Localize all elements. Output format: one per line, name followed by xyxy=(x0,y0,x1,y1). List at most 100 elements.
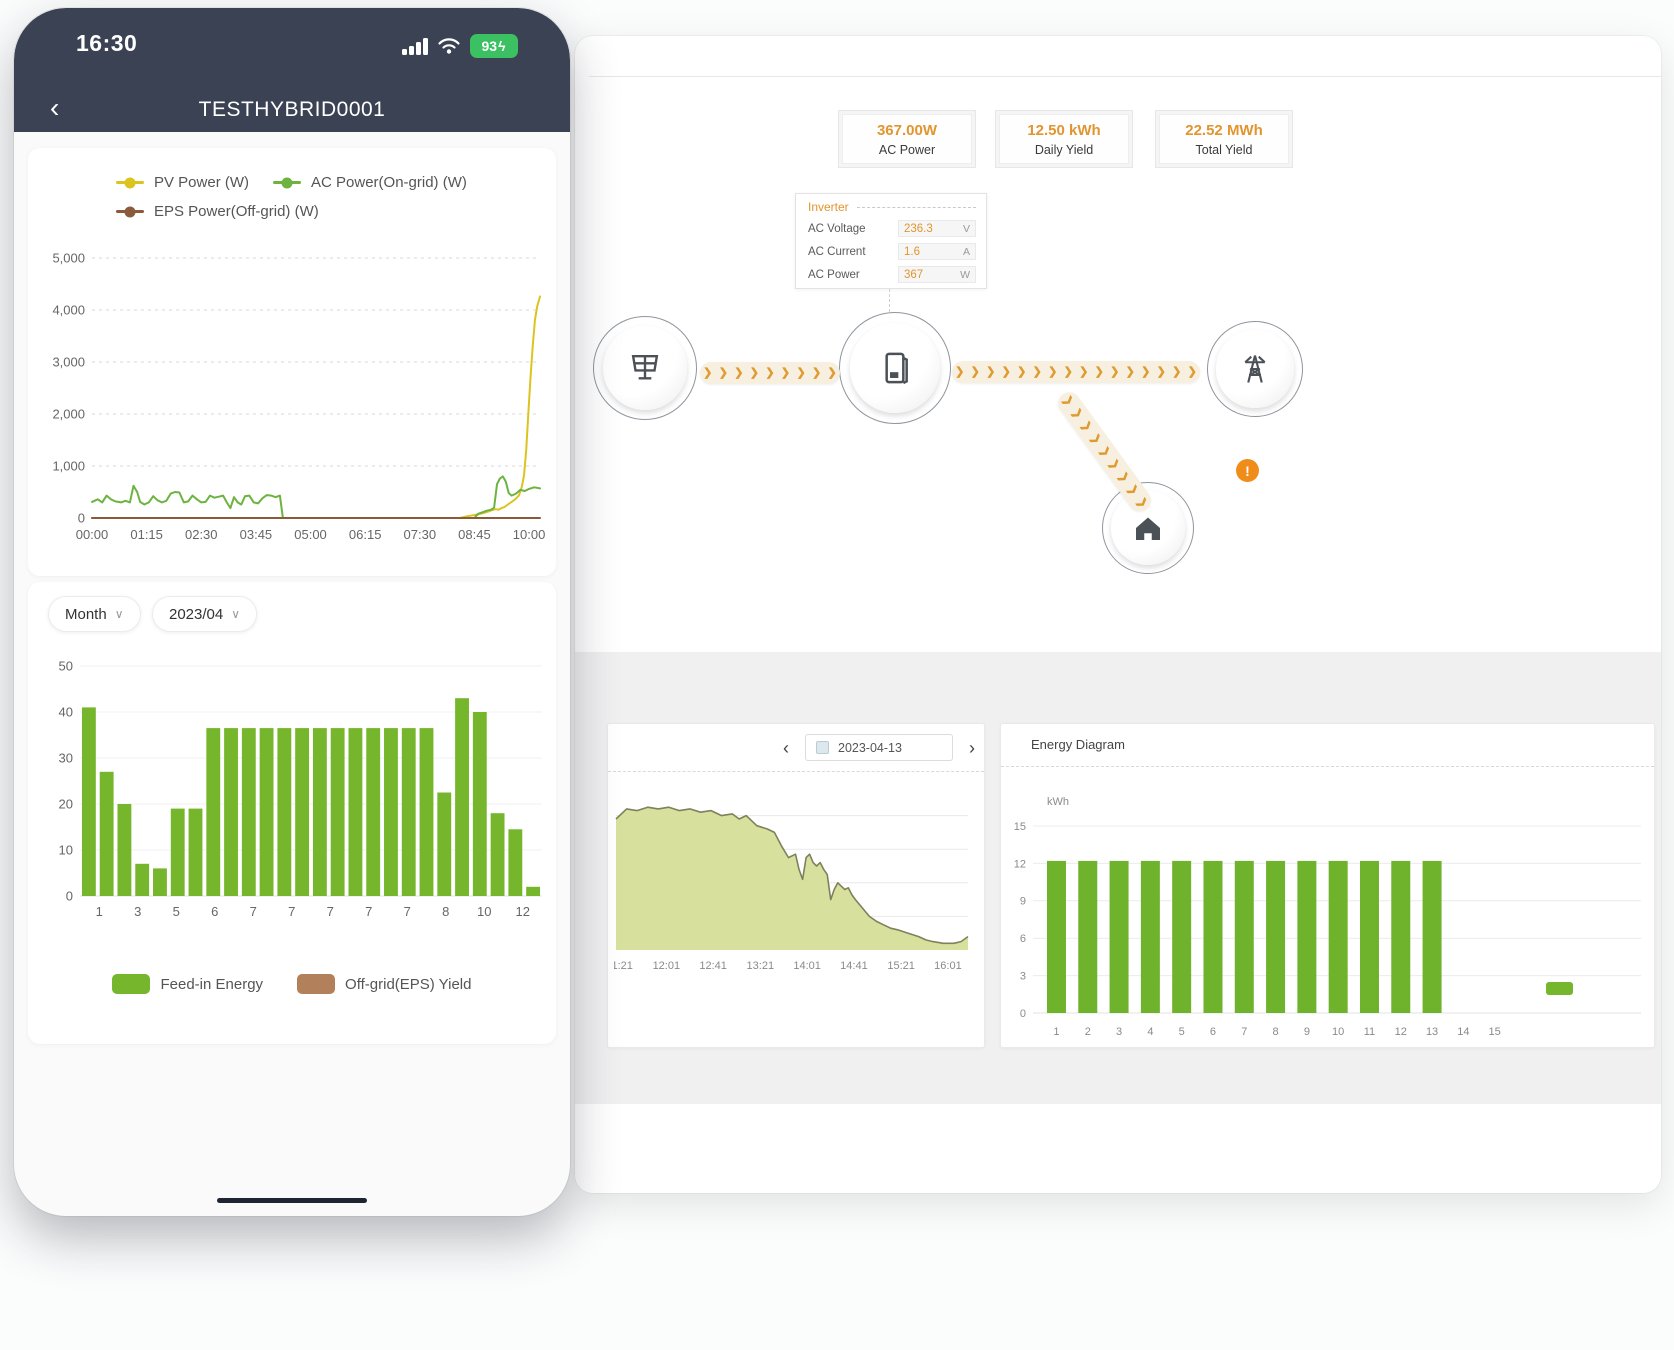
ac-legend-marker xyxy=(273,177,302,188)
svg-text:14: 14 xyxy=(1457,1026,1469,1038)
svg-text:40: 40 xyxy=(59,705,73,720)
date-next-button[interactable]: › xyxy=(969,737,975,758)
svg-text:50: 50 xyxy=(59,659,73,674)
phone-mockup: 16:30 93 ϟ ‹ TESTHYBRID0001 PV Power (W) xyxy=(14,8,570,1216)
offgrid-legend-label[interactable]: Off-grid(EPS) Yield xyxy=(345,975,472,993)
svg-text:9: 9 xyxy=(1304,1026,1310,1038)
svg-text:4: 4 xyxy=(1147,1026,1153,1038)
stat-card-total-yield: 22.52 MWh Total Yield xyxy=(1155,110,1293,168)
calendar-icon xyxy=(816,741,829,754)
back-button[interactable]: ‹ xyxy=(50,92,60,123)
flow-node-pv[interactable] xyxy=(593,316,697,420)
monthly-chart-card: Month ∨ 2023/04 ∨ 0 10 20 30 40 50 1 3 5 6 7 7 7 7 7 8 10 1… xyxy=(28,582,556,1044)
svg-text:12: 12 xyxy=(1395,1026,1407,1038)
flow-node-grid[interactable] xyxy=(1207,321,1303,417)
charging-bolt-icon: ϟ xyxy=(498,38,506,54)
wifi-icon xyxy=(437,38,460,54)
flow-node-inverter[interactable] xyxy=(839,312,951,424)
battery-icon: 93 ϟ xyxy=(469,34,518,58)
svg-text:15:21: 15:21 xyxy=(887,960,915,972)
svg-text:6: 6 xyxy=(1210,1026,1216,1038)
svg-text:2: 2 xyxy=(1085,1026,1091,1038)
inverter-detail-panel: Inverter AC Voltage 236.3 V AC Current 1.… xyxy=(795,193,987,289)
svg-text:10: 10 xyxy=(59,843,73,858)
svg-text:1: 1 xyxy=(96,904,103,919)
eps-legend-label[interactable]: EPS Power(Off-grid) (W) xyxy=(154,203,319,220)
month-dropdown[interactable]: 2023/04 ∨ xyxy=(152,596,258,632)
inverter-icon xyxy=(885,352,908,385)
svg-text:15: 15 xyxy=(1489,1026,1501,1038)
feedin-legend-label[interactable]: Feed-in Energy xyxy=(160,975,264,993)
svg-text:1: 1 xyxy=(1053,1026,1059,1038)
feedin-legend-swatch xyxy=(112,974,151,994)
ac-power-value: 367.00W xyxy=(876,121,938,139)
svg-text:13:21: 13:21 xyxy=(747,960,775,972)
svg-text:07:30: 07:30 xyxy=(404,527,437,542)
svg-text:7: 7 xyxy=(365,904,372,919)
svg-text:4,000: 4,000 xyxy=(52,303,85,318)
status-icons: 93 ϟ xyxy=(402,34,518,58)
svg-text:7: 7 xyxy=(404,904,411,919)
svg-text:13: 13 xyxy=(1426,1026,1438,1038)
svg-text:05:00: 05:00 xyxy=(294,527,327,542)
energy-diagram-divider xyxy=(1001,766,1654,767)
date-prev-button[interactable]: ‹ xyxy=(783,737,789,758)
svg-text:12:41: 12:41 xyxy=(699,960,727,972)
svg-text:01:15: 01:15 xyxy=(130,527,163,542)
svg-text:20: 20 xyxy=(59,797,73,812)
energy-unit-label: kWh xyxy=(1047,796,1069,808)
svg-text:14:41: 14:41 xyxy=(840,960,868,972)
eps-legend-marker xyxy=(116,206,144,217)
svg-text:10:00: 10:00 xyxy=(513,527,546,542)
bar-chart-legend: Feed-in Energy Off-grid(EPS) Yield xyxy=(28,974,556,994)
power-chart-card: PV Power (W) AC Power(On-grid) (W) EPS P… xyxy=(28,148,556,576)
svg-text:03:45: 03:45 xyxy=(240,527,273,542)
status-time: 16:30 xyxy=(76,30,138,56)
home-indicator[interactable] xyxy=(217,1198,367,1203)
power-line-chart: 0 1,000 2,000 3,000 4,000 5,000 00:00 01:15 02:3… xyxy=(34,246,550,551)
svg-text:06:15: 06:15 xyxy=(349,527,382,542)
svg-text:08:45: 08:45 xyxy=(458,527,491,542)
daily-yield-value: 12.50 kWh xyxy=(1027,121,1101,139)
phone-header: 16:30 93 ϟ ‹ TESTHYBRID0001 xyxy=(14,8,570,132)
date-divider xyxy=(608,771,984,772)
svg-text:0: 0 xyxy=(78,511,85,526)
daily-yield-label: Daily Yield xyxy=(1034,142,1094,157)
desktop-dashboard-window: 367.00W AC Power 12.50 kWh Daily Yield 2… xyxy=(575,36,1661,1193)
total-yield-label: Total Yield xyxy=(1195,142,1253,157)
svg-text:11: 11 xyxy=(1364,1026,1375,1038)
pv-legend-label[interactable]: PV Power (W) xyxy=(154,174,250,191)
svg-text:3: 3 xyxy=(134,904,141,919)
svg-text:3,000: 3,000 xyxy=(52,355,85,370)
svg-text:00:00: 00:00 xyxy=(76,527,109,542)
energy-diagram-card: Energy Diagram kWh 0 3 6 9 12 15 1 2 3 4 5 6 7 8 9 10 11… xyxy=(1000,723,1655,1048)
period-dropdown[interactable]: Month ∨ xyxy=(48,596,141,632)
svg-text:5,000: 5,000 xyxy=(52,251,85,266)
svg-text:0: 0 xyxy=(1020,1008,1026,1020)
energy-diagram-title: Energy Diagram xyxy=(1031,737,1125,752)
energy-legend-swatch xyxy=(1546,982,1573,995)
window-top-divider xyxy=(589,76,1661,77)
flow-arrow-inverter-to-grid: ❯ ❯ ❯ ❯ ❯ ❯ ❯ ❯ ❯ ❯ ❯ ❯ ❯ ❯ ❯ ❯ xyxy=(952,361,1200,383)
warning-badge[interactable]: ! xyxy=(1236,459,1259,482)
window-footer xyxy=(575,1104,1661,1193)
inverter-row-power: AC Power 367 W xyxy=(808,266,976,283)
date-picker[interactable]: 2023-04-13 xyxy=(805,734,953,761)
svg-text:14:01: 14:01 xyxy=(793,960,821,972)
ac-legend-label[interactable]: AC Power(On-grid) (W) xyxy=(311,174,467,191)
svg-text:11:21: 11:21 xyxy=(614,960,633,972)
svg-text:0: 0 xyxy=(66,889,73,904)
daily-power-area-chart: 11:21 12:01 12:41 13:21 14:01 14:41 15:21 16:01 xyxy=(606,776,980,981)
svg-text:5: 5 xyxy=(1179,1026,1185,1038)
inverter-panel-dash xyxy=(856,206,976,208)
svg-text:10: 10 xyxy=(1332,1026,1344,1038)
energy-bar-chart: 0 3 6 9 12 15 1 2 3 4 5 6 7 8 9 10 11 12 13 14 15 xyxy=(1007,804,1647,1049)
svg-text:15: 15 xyxy=(1014,821,1026,833)
svg-text:7: 7 xyxy=(327,904,334,919)
transmission-tower-icon xyxy=(1244,355,1266,383)
date-navigation: ‹ 2023-04-13 › xyxy=(783,734,975,761)
inverter-row-current: AC Current 1.6 A xyxy=(808,243,976,260)
inverter-row-voltage: AC Voltage 236.3 V xyxy=(808,220,976,237)
svg-text:7: 7 xyxy=(250,904,257,919)
svg-text:12: 12 xyxy=(516,904,530,919)
